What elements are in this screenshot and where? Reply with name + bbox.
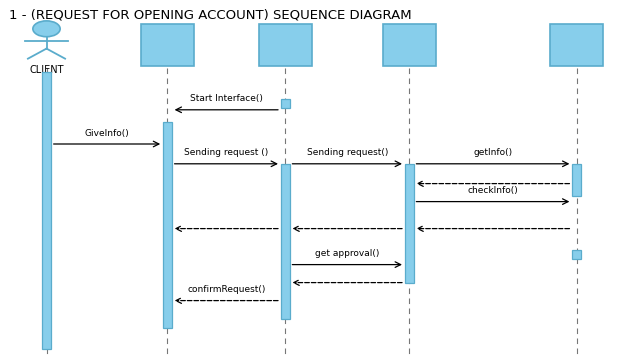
Text: Sending request (): Sending request ()	[184, 148, 268, 157]
FancyBboxPatch shape	[405, 164, 414, 283]
Text: get approval(): get approval()	[315, 249, 379, 258]
Text: GiveInfo(): GiveInfo()	[84, 129, 130, 138]
Text: CLIENT: CLIENT	[29, 65, 64, 75]
Text: confirmRequest(): confirmRequest()	[187, 285, 265, 294]
Text: Account: Account	[557, 40, 596, 50]
FancyBboxPatch shape	[141, 24, 193, 66]
Circle shape	[33, 21, 60, 37]
Text: System: System	[391, 40, 427, 50]
FancyBboxPatch shape	[42, 72, 51, 349]
Text: getInfo(): getInfo()	[473, 148, 513, 157]
Text: Sending request(): Sending request()	[306, 148, 388, 157]
FancyBboxPatch shape	[281, 99, 290, 108]
FancyBboxPatch shape	[551, 24, 603, 66]
Text: checkInfo(): checkInfo()	[467, 186, 518, 195]
Text: Start Interface(): Start Interface()	[190, 94, 263, 103]
Text: Opening
accounT: Opening accounT	[265, 34, 306, 56]
FancyBboxPatch shape	[572, 250, 581, 259]
FancyBboxPatch shape	[259, 24, 312, 66]
Text: Opening
account_UI: Opening account_UI	[141, 34, 194, 56]
FancyBboxPatch shape	[572, 164, 581, 196]
Text: 1 - (REQUEST FOR OPENING ACCOUNT) SEQUENCE DIAGRAM: 1 - (REQUEST FOR OPENING ACCOUNT) SEQUEN…	[9, 9, 412, 22]
FancyBboxPatch shape	[163, 122, 172, 328]
FancyBboxPatch shape	[383, 24, 435, 66]
FancyBboxPatch shape	[281, 164, 290, 319]
